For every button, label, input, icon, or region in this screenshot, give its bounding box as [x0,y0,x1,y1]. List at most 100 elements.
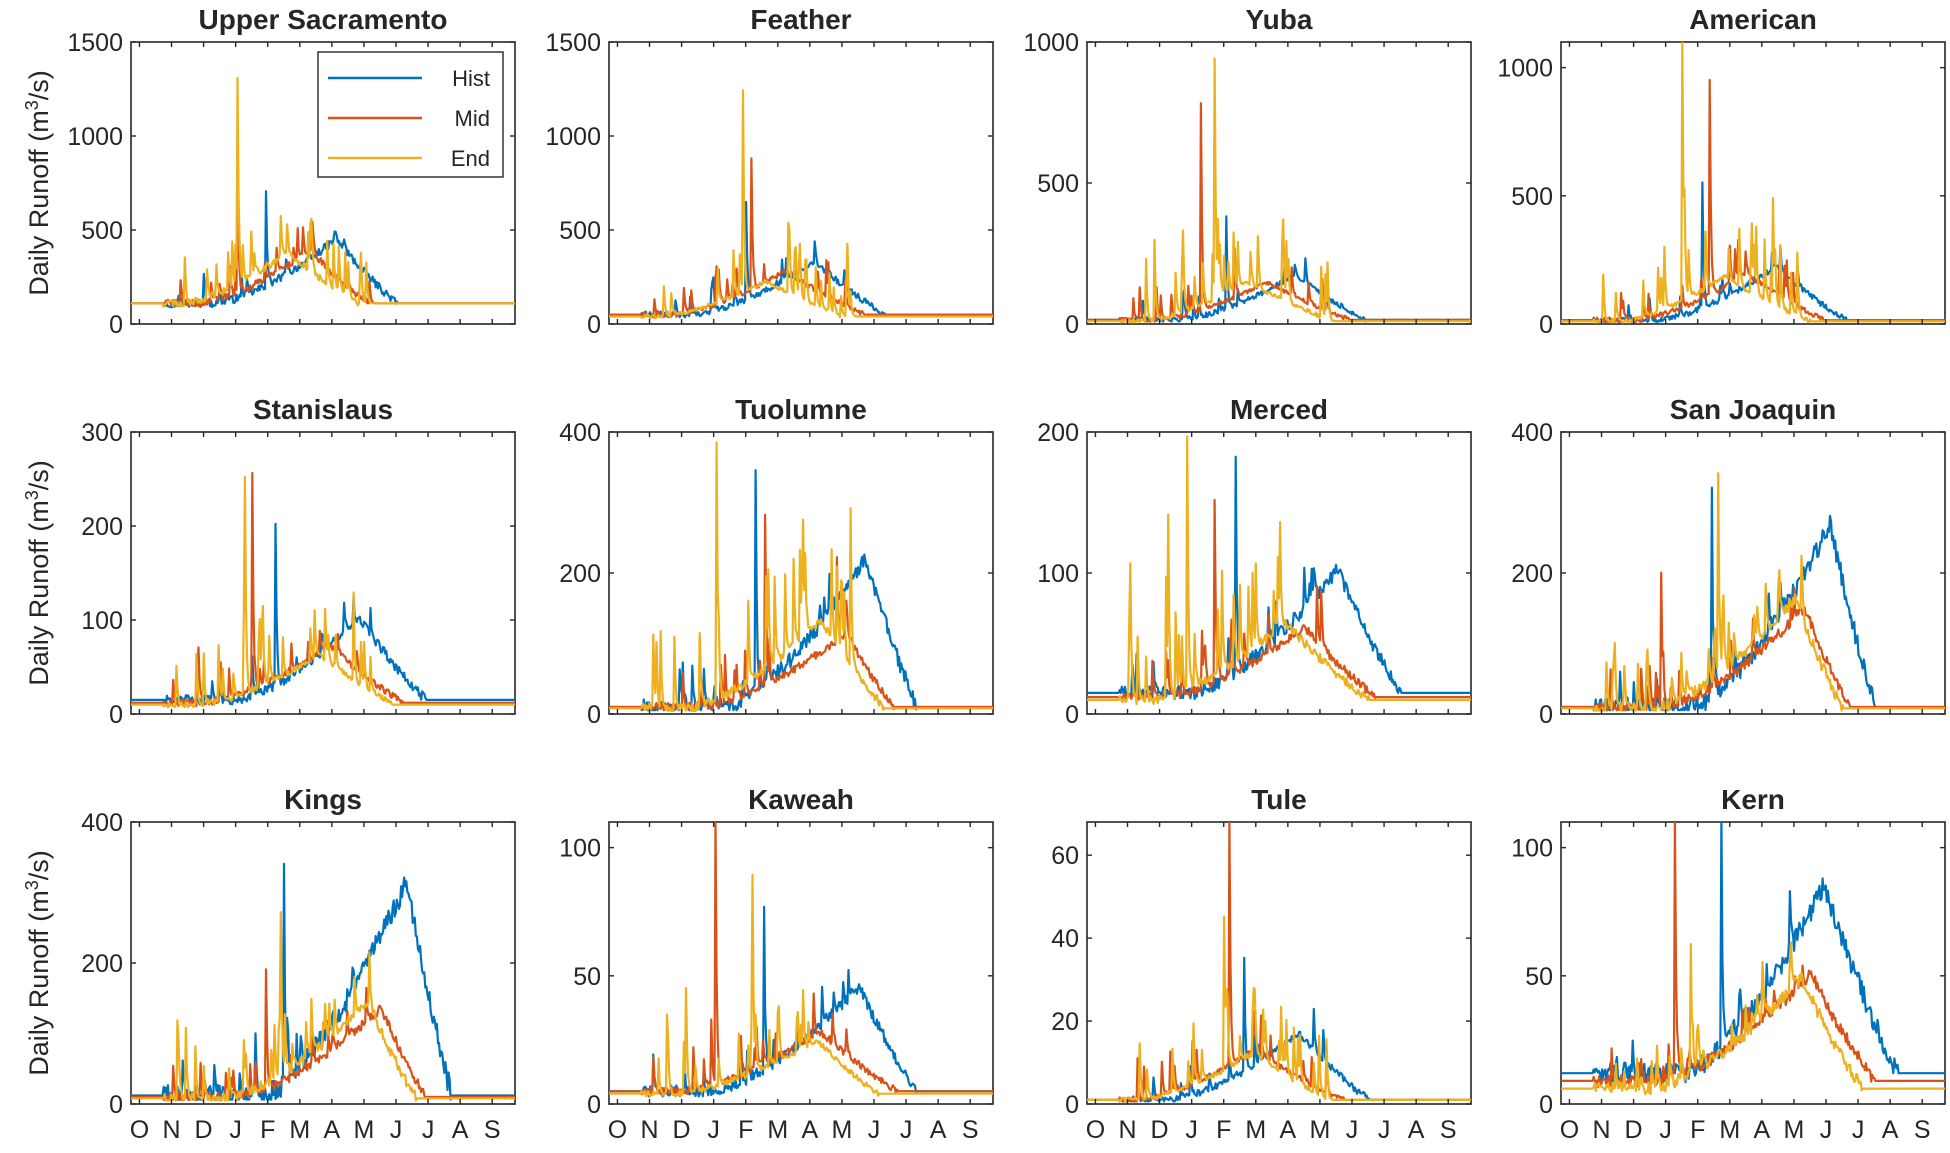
x-tick-label: J [229,1116,242,1144]
end-line [131,475,515,709]
plot-area [1560,431,1946,715]
panel-title: Kings [284,784,362,815]
end-line [609,873,993,1098]
y-tick-label: 0 [1539,1091,1553,1119]
x-tick-label: J [1346,1116,1359,1144]
end-line [1087,435,1471,706]
panel-title: Kaweah [748,784,854,815]
panel-title: Merced [1230,394,1328,425]
x-tick-label: M [1784,1116,1805,1144]
x-tick-label: J [1378,1116,1391,1144]
x-tick-label: M [1719,1116,1740,1144]
x-tick-label: M [1310,1116,1331,1144]
y-tick-label: 400 [1511,419,1553,447]
end-line [131,911,515,1102]
y-tick-label: 0 [1065,311,1079,339]
x-tick-label: J [1852,1116,1865,1144]
x-tick-label: O [130,1116,149,1144]
y-tick-label: 200 [81,513,123,541]
x-tick-label: N [640,1116,658,1144]
panel-title: Tule [1251,784,1306,815]
y-axis-label: Daily Runoff (m3/s) [22,460,54,686]
end-line [609,89,993,320]
y-tick-label: 200 [81,950,123,978]
y-tick-label: 300 [81,419,123,447]
x-tick-label: S [1914,1116,1931,1144]
x-tick-label: A [452,1116,469,1144]
y-tick-label: 500 [81,217,123,245]
y-tick-label: 40 [1051,925,1079,953]
x-tick-label: D [673,1116,691,1144]
y-tick-label: 20 [1051,1008,1079,1036]
x-tick-label: J [1185,1116,1198,1144]
x-tick-label: A [802,1116,819,1144]
x-tick-label: O [1560,1116,1579,1144]
x-tick-label: J [1659,1116,1672,1144]
y-tick-label: 1500 [545,29,601,57]
panel: 0 500 1000 1500 Feather [545,4,994,339]
panel-title: Stanislaus [253,394,393,425]
legend-label: Hist [452,66,490,91]
y-tick-label: 1000 [545,123,601,151]
plot-area [130,431,516,715]
y-tick-label: 0 [109,311,123,339]
legend-label: Mid [455,106,490,131]
panel-title: Kern [1721,784,1785,815]
y-tick-label: 500 [559,217,601,245]
x-tick-label: D [195,1116,213,1144]
panel: 0 100 200 Merced [1037,394,1472,729]
y-tick-label: 50 [1525,963,1553,991]
y-tick-label: 500 [1037,170,1079,198]
x-tick-label: J [868,1116,881,1144]
y-tick-label: 100 [1037,560,1079,588]
panel-title: American [1689,4,1817,35]
x-tick-label: N [162,1116,180,1144]
y-tick-label: 60 [1051,842,1079,870]
y-tick-label: 0 [109,1091,123,1119]
y-tick-label: 0 [1065,1091,1079,1119]
x-tick-label: D [1151,1116,1169,1144]
x-tick-label: J [422,1116,435,1144]
end-line [1561,472,1945,712]
x-tick-label: F [1216,1116,1231,1144]
x-tick-label: A [1280,1116,1297,1144]
panel: 0 500 1000 1500 Upper Sacramento Daily Runoff… [22,4,516,339]
y-tick-label: 1500 [67,29,123,57]
y-tick-label: 0 [587,311,601,339]
y-tick-label: 0 [109,701,123,729]
x-tick-label: A [324,1116,341,1144]
y-axis-label: Daily Runoff (m3/s) [22,70,54,296]
panel: 0 100 200 300 Stanislaus Daily Runoff (m3/s) [22,394,516,729]
panel: 0 500 1000 American [1497,4,1946,339]
y-tick-label: 200 [1511,560,1553,588]
plot-area [1560,821,1946,1105]
y-tick-label: 200 [559,560,601,588]
plot-area [130,821,516,1105]
y-tick-label: 50 [573,963,601,991]
end-line [1087,915,1471,1103]
x-tick-label: M [1245,1116,1266,1144]
x-tick-label: D [1625,1116,1643,1144]
y-tick-label: 500 [1511,183,1553,211]
panel: 0 200 400 Tuolumne [559,394,994,729]
x-tick-label: O [1086,1116,1105,1144]
y-tick-label: 0 [1539,311,1553,339]
y-tick-label: 400 [81,809,123,837]
y-tick-label: 100 [1511,835,1553,863]
y-tick-label: 1000 [1497,55,1553,83]
x-tick-label: F [260,1116,275,1144]
end-line [609,441,993,713]
end-line [1087,57,1471,324]
x-tick-label: J [390,1116,403,1144]
y-tick-label: 1000 [67,123,123,151]
y-tick-label: 100 [559,835,601,863]
x-tick-label: S [962,1116,979,1144]
x-tick-label: M [767,1116,788,1144]
y-tick-label: 200 [1037,419,1079,447]
legend: Hist Mid End [317,51,504,178]
panel-title: Tuolumne [735,394,867,425]
y-tick-label: 0 [1539,701,1553,729]
x-tick-label: N [1118,1116,1136,1144]
